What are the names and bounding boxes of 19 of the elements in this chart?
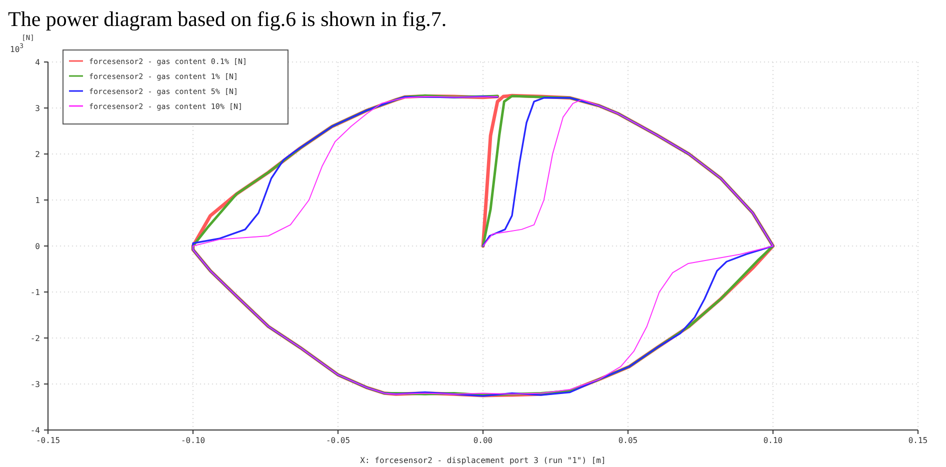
y-tick-label: 2 [35, 150, 40, 159]
x-tick-label: -0.10 [180, 436, 206, 445]
y-tick-label: -1 [30, 288, 40, 297]
y-tick-label: 1 [35, 196, 40, 205]
x-tick-label: -0.05 [326, 436, 350, 445]
y-tick-label: -2 [30, 334, 40, 343]
x-axis-title: X: forcesensor2 - displacement port 3 (run "1") [m] [360, 456, 606, 465]
x-tick-label: 0.15 [908, 436, 928, 445]
x-tick-label: 0.05 [618, 436, 638, 445]
y-tick-label: -3 [30, 380, 40, 389]
text: 10$^{3}$ [10, 42, 24, 54]
x-tick-label: 0.00 [473, 436, 493, 445]
x-tick-label: 0.10 [763, 436, 783, 445]
x-tick-label: -0.15 [36, 436, 60, 445]
y-tick-label: 0 [35, 242, 40, 251]
chart-title: The power diagram based on fig.6 is shown in fig.7. [8, 7, 447, 31]
y-tick-label: -4 [30, 426, 40, 435]
y-tick-label: 4 [35, 58, 40, 67]
y-tick-label: 3 [35, 104, 40, 113]
